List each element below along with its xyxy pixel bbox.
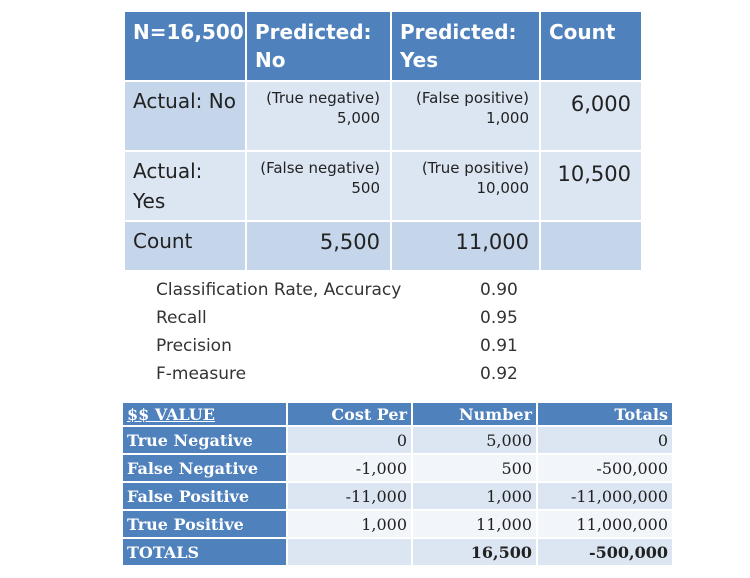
number-cell: 1,000: [411, 481, 538, 511]
totals-cell: -500,000: [536, 453, 674, 483]
value-header-label: $$ VALUE: [121, 401, 288, 427]
predicted-yes-header: Predicted: Yes: [392, 12, 539, 80]
false-negative-type: (False negative): [260, 159, 380, 177]
metric-value: 0.95: [480, 308, 518, 328]
false-positive-cell: (False positive) 1,000: [392, 82, 539, 150]
predicted-yes-count: 11,000: [392, 222, 539, 270]
totals-cell: 0: [536, 425, 674, 455]
false-negative-value: 500: [351, 179, 380, 197]
metric-accuracy: Classification Rate, Accuracy 0.90: [150, 278, 530, 306]
metric-recall: Recall 0.95: [150, 306, 530, 334]
totals-header: Totals: [536, 401, 674, 427]
totals-cell: 11,000,000: [536, 509, 674, 539]
cost-per-cell: [286, 537, 413, 567]
actual-yes-label: Actual: Yes: [125, 152, 245, 220]
cost-per-cell: 1,000: [286, 509, 413, 539]
count-row: Count 5,500 11,000: [125, 222, 641, 270]
confusion-matrix: N=16,500 Predicted: No Predicted: Yes Co…: [123, 10, 643, 272]
false-positive-type: (False positive): [416, 89, 529, 107]
metric-precision: Precision 0.91: [150, 334, 530, 362]
predicted-no-header: Predicted: No: [247, 12, 390, 80]
metric-label: F-measure: [156, 364, 247, 384]
grand-count-cell: [541, 222, 641, 270]
table-row: True Positive 1,000 11,000 11,000,000: [121, 509, 674, 539]
cost-per-cell: 0: [286, 425, 413, 455]
number-cell: 11,000: [411, 509, 538, 539]
true-positive-value: 10,000: [476, 179, 530, 197]
value-table: $$ VALUE Cost Per Number Totals True Neg…: [121, 401, 674, 567]
count-header: Count: [541, 12, 641, 80]
count-row-label: Count: [125, 222, 245, 270]
actual-no-count: 6,000: [541, 82, 641, 150]
true-negative-type: (True negative): [266, 89, 380, 107]
row-label: True Negative: [121, 425, 288, 455]
metrics-list: Classification Rate, Accuracy 0.90 Recal…: [150, 278, 530, 390]
totals-cell: -500,000: [536, 537, 674, 567]
actual-no-label: Actual: No: [125, 82, 245, 150]
number-cell: 16,500: [411, 537, 538, 567]
actual-no-row: Actual: No (True negative) 5,000 (False …: [125, 82, 641, 150]
predicted-no-count: 5,500: [247, 222, 390, 270]
cost-per-cell: -11,000: [286, 481, 413, 511]
false-negative-cell: (False negative) 500: [247, 152, 390, 220]
number-cell: 500: [411, 453, 538, 483]
metric-label: Recall: [156, 308, 207, 328]
cost-per-header: Cost Per: [286, 401, 413, 427]
metric-label: Precision: [156, 336, 232, 356]
totals-cell: -11,000,000: [536, 481, 674, 511]
row-label: False Negative: [121, 453, 288, 483]
number-header: Number: [411, 401, 538, 427]
metric-f-measure: F-measure 0.92: [150, 362, 530, 390]
actual-yes-row: Actual: Yes (False negative) 500 (True p…: [125, 152, 641, 220]
table-row: True Negative 0 5,000 0: [121, 425, 674, 455]
value-header-row: $$ VALUE Cost Per Number Totals: [121, 401, 674, 427]
table-row: False Negative -1,000 500 -500,000: [121, 453, 674, 483]
table-row: False Positive -11,000 1,000 -11,000,000: [121, 481, 674, 511]
totals-row: TOTALS 16,500 -500,000: [121, 537, 674, 567]
metric-value: 0.90: [480, 280, 518, 300]
metric-label: Classification Rate, Accuracy: [156, 280, 402, 300]
row-label: True Positive: [121, 509, 288, 539]
number-cell: 5,000: [411, 425, 538, 455]
metric-value: 0.91: [480, 336, 518, 356]
true-positive-type: (True positive): [421, 159, 529, 177]
row-label: False Positive: [121, 481, 288, 511]
confusion-header-row: N=16,500 Predicted: No Predicted: Yes Co…: [125, 12, 641, 80]
false-positive-value: 1,000: [486, 109, 529, 127]
totals-row-label: TOTALS: [121, 537, 288, 567]
metric-value: 0.92: [480, 364, 518, 384]
true-negative-value: 5,000: [337, 109, 380, 127]
true-positive-cell: (True positive) 10,000: [392, 152, 539, 220]
n-total-header: N=16,500: [125, 12, 245, 80]
actual-yes-count: 10,500: [541, 152, 641, 220]
true-negative-cell: (True negative) 5,000: [247, 82, 390, 150]
cost-per-cell: -1,000: [286, 453, 413, 483]
